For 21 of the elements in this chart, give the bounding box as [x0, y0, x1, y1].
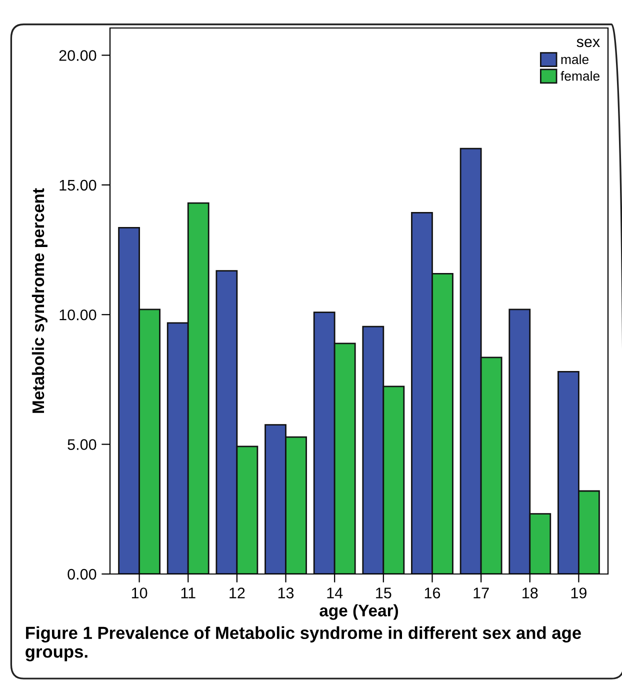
x-tick-label: 17 — [474, 588, 489, 598]
x-tick-label: 10 — [132, 588, 148, 598]
x-tick-label: 13 — [278, 588, 294, 598]
x-axis-title: age (Year) — [320, 604, 398, 620]
x-tick-label: 16 — [424, 588, 440, 598]
y-tick-label: 0.00 — [68, 568, 96, 580]
y-tick-label: 5.00 — [68, 439, 96, 450]
x-tick-label: 12 — [230, 588, 245, 598]
x-tick-label: 18 — [522, 588, 538, 598]
caption: Figure 1 Prevalence of Metabolic syndrome in different sex and age groups. — [26, 626, 581, 662]
x-tick-label: 11 — [181, 588, 196, 598]
legend-label: female — [560, 71, 600, 81]
x-tick-label: 19 — [571, 588, 586, 598]
x-tick-label: 15 — [376, 588, 392, 598]
y-tick-label: 10.00 — [60, 309, 96, 320]
y-tick-label: 20.00 — [59, 50, 96, 61]
y-axis-title: Metabolic syndrome percent — [32, 188, 48, 413]
y-tick-label: 15.00 — [60, 180, 96, 191]
x-tick-label: 14 — [327, 588, 343, 598]
legend-label: male — [561, 54, 588, 64]
legend-title: sex — [576, 38, 600, 48]
